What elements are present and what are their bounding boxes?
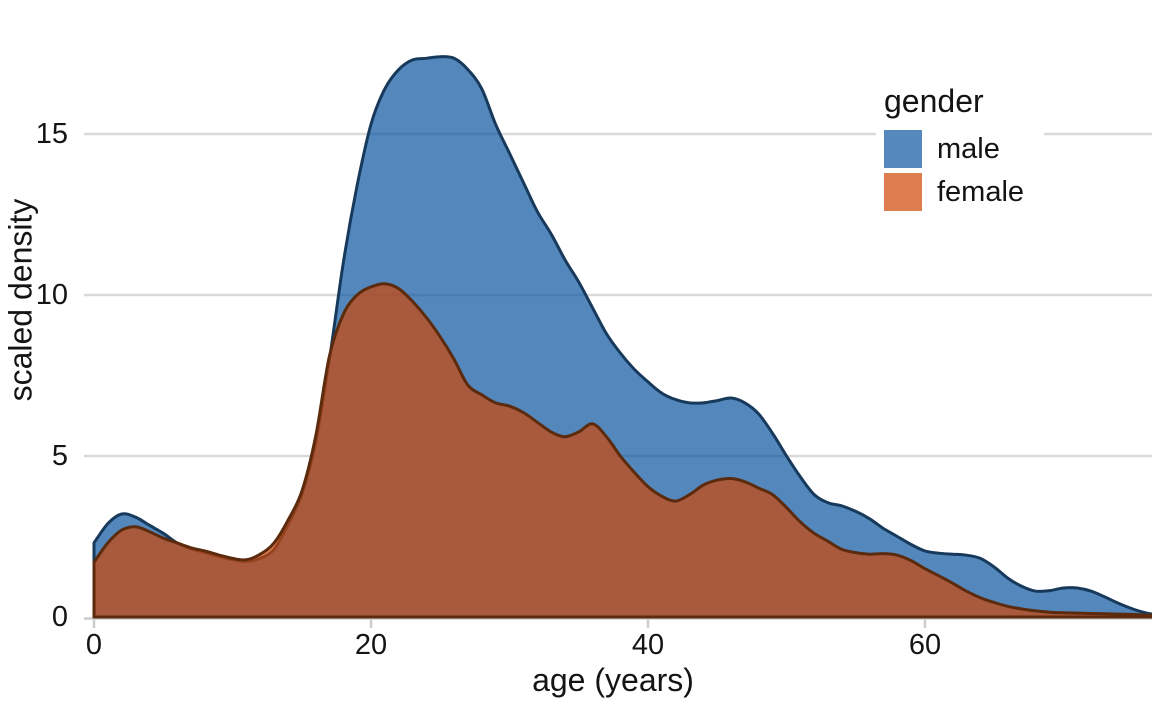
legend-title: gender [884, 83, 984, 119]
y-tick-label-5: 5 [51, 440, 68, 472]
y-tick-label-10: 10 [35, 279, 68, 311]
y-tick-label-15: 15 [35, 118, 68, 150]
x-tick-label-60: 60 [908, 629, 942, 661]
legend-item-male: male [884, 130, 1024, 168]
x-axis-label: age (years) [532, 662, 694, 698]
x-tick-label-40: 40 [631, 629, 665, 661]
legend-label-male: male [937, 133, 1000, 165]
x-tick-label-0: 0 [85, 629, 103, 661]
legend-swatch-female-icon [884, 173, 922, 211]
y-tick-label-0: 0 [51, 601, 68, 633]
female-density-area [92, 282, 1152, 619]
x-tick-label-20: 20 [354, 629, 388, 661]
legend-swatch-male-icon [884, 130, 922, 168]
y-axis-label: scaled density [2, 198, 39, 402]
legend-label-female: female [937, 176, 1025, 208]
legend-item-female: female [884, 173, 1024, 211]
legend: gender male female [876, 72, 1045, 221]
